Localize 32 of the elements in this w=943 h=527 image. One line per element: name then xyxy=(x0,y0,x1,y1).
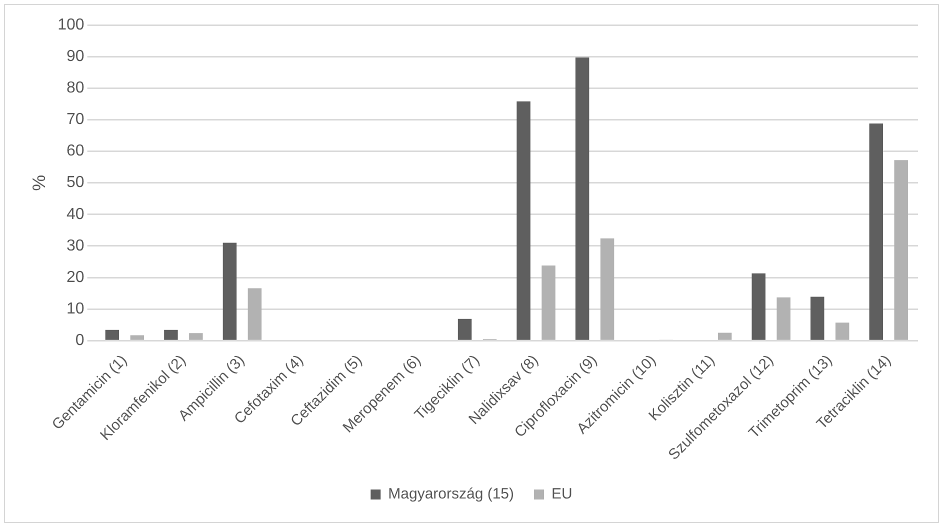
y-tick-label: 100 xyxy=(58,16,84,34)
bar xyxy=(164,330,178,340)
legend-label: EU xyxy=(552,486,572,503)
y-tick-label: 0 xyxy=(75,332,84,350)
bar xyxy=(752,273,766,340)
bar xyxy=(189,333,203,340)
bar xyxy=(575,58,590,340)
y-tick-label: 50 xyxy=(66,174,84,192)
y-tick-label: 30 xyxy=(66,237,84,254)
bar xyxy=(894,160,908,340)
bar xyxy=(542,266,556,340)
y-tick-label: 70 xyxy=(66,111,84,128)
y-tick-label: 90 xyxy=(66,48,84,65)
y-tick-label: 60 xyxy=(66,142,84,160)
legend-label: Magyarország (15) xyxy=(388,486,514,503)
bar xyxy=(810,296,824,340)
bar xyxy=(130,335,144,340)
y-tick-label: 40 xyxy=(66,206,84,223)
bar xyxy=(248,288,262,340)
bar xyxy=(458,318,472,340)
bar xyxy=(600,238,614,340)
bar xyxy=(516,101,530,340)
y-axis-title: % xyxy=(28,174,49,191)
bar xyxy=(105,330,120,340)
bar xyxy=(835,322,850,340)
y-tick-label: 20 xyxy=(66,268,84,286)
y-tick-label: 10 xyxy=(66,300,84,318)
bar xyxy=(776,297,790,340)
y-tick-label: 80 xyxy=(66,80,84,97)
bar xyxy=(718,332,732,340)
bar xyxy=(869,123,883,340)
bar xyxy=(222,242,237,340)
